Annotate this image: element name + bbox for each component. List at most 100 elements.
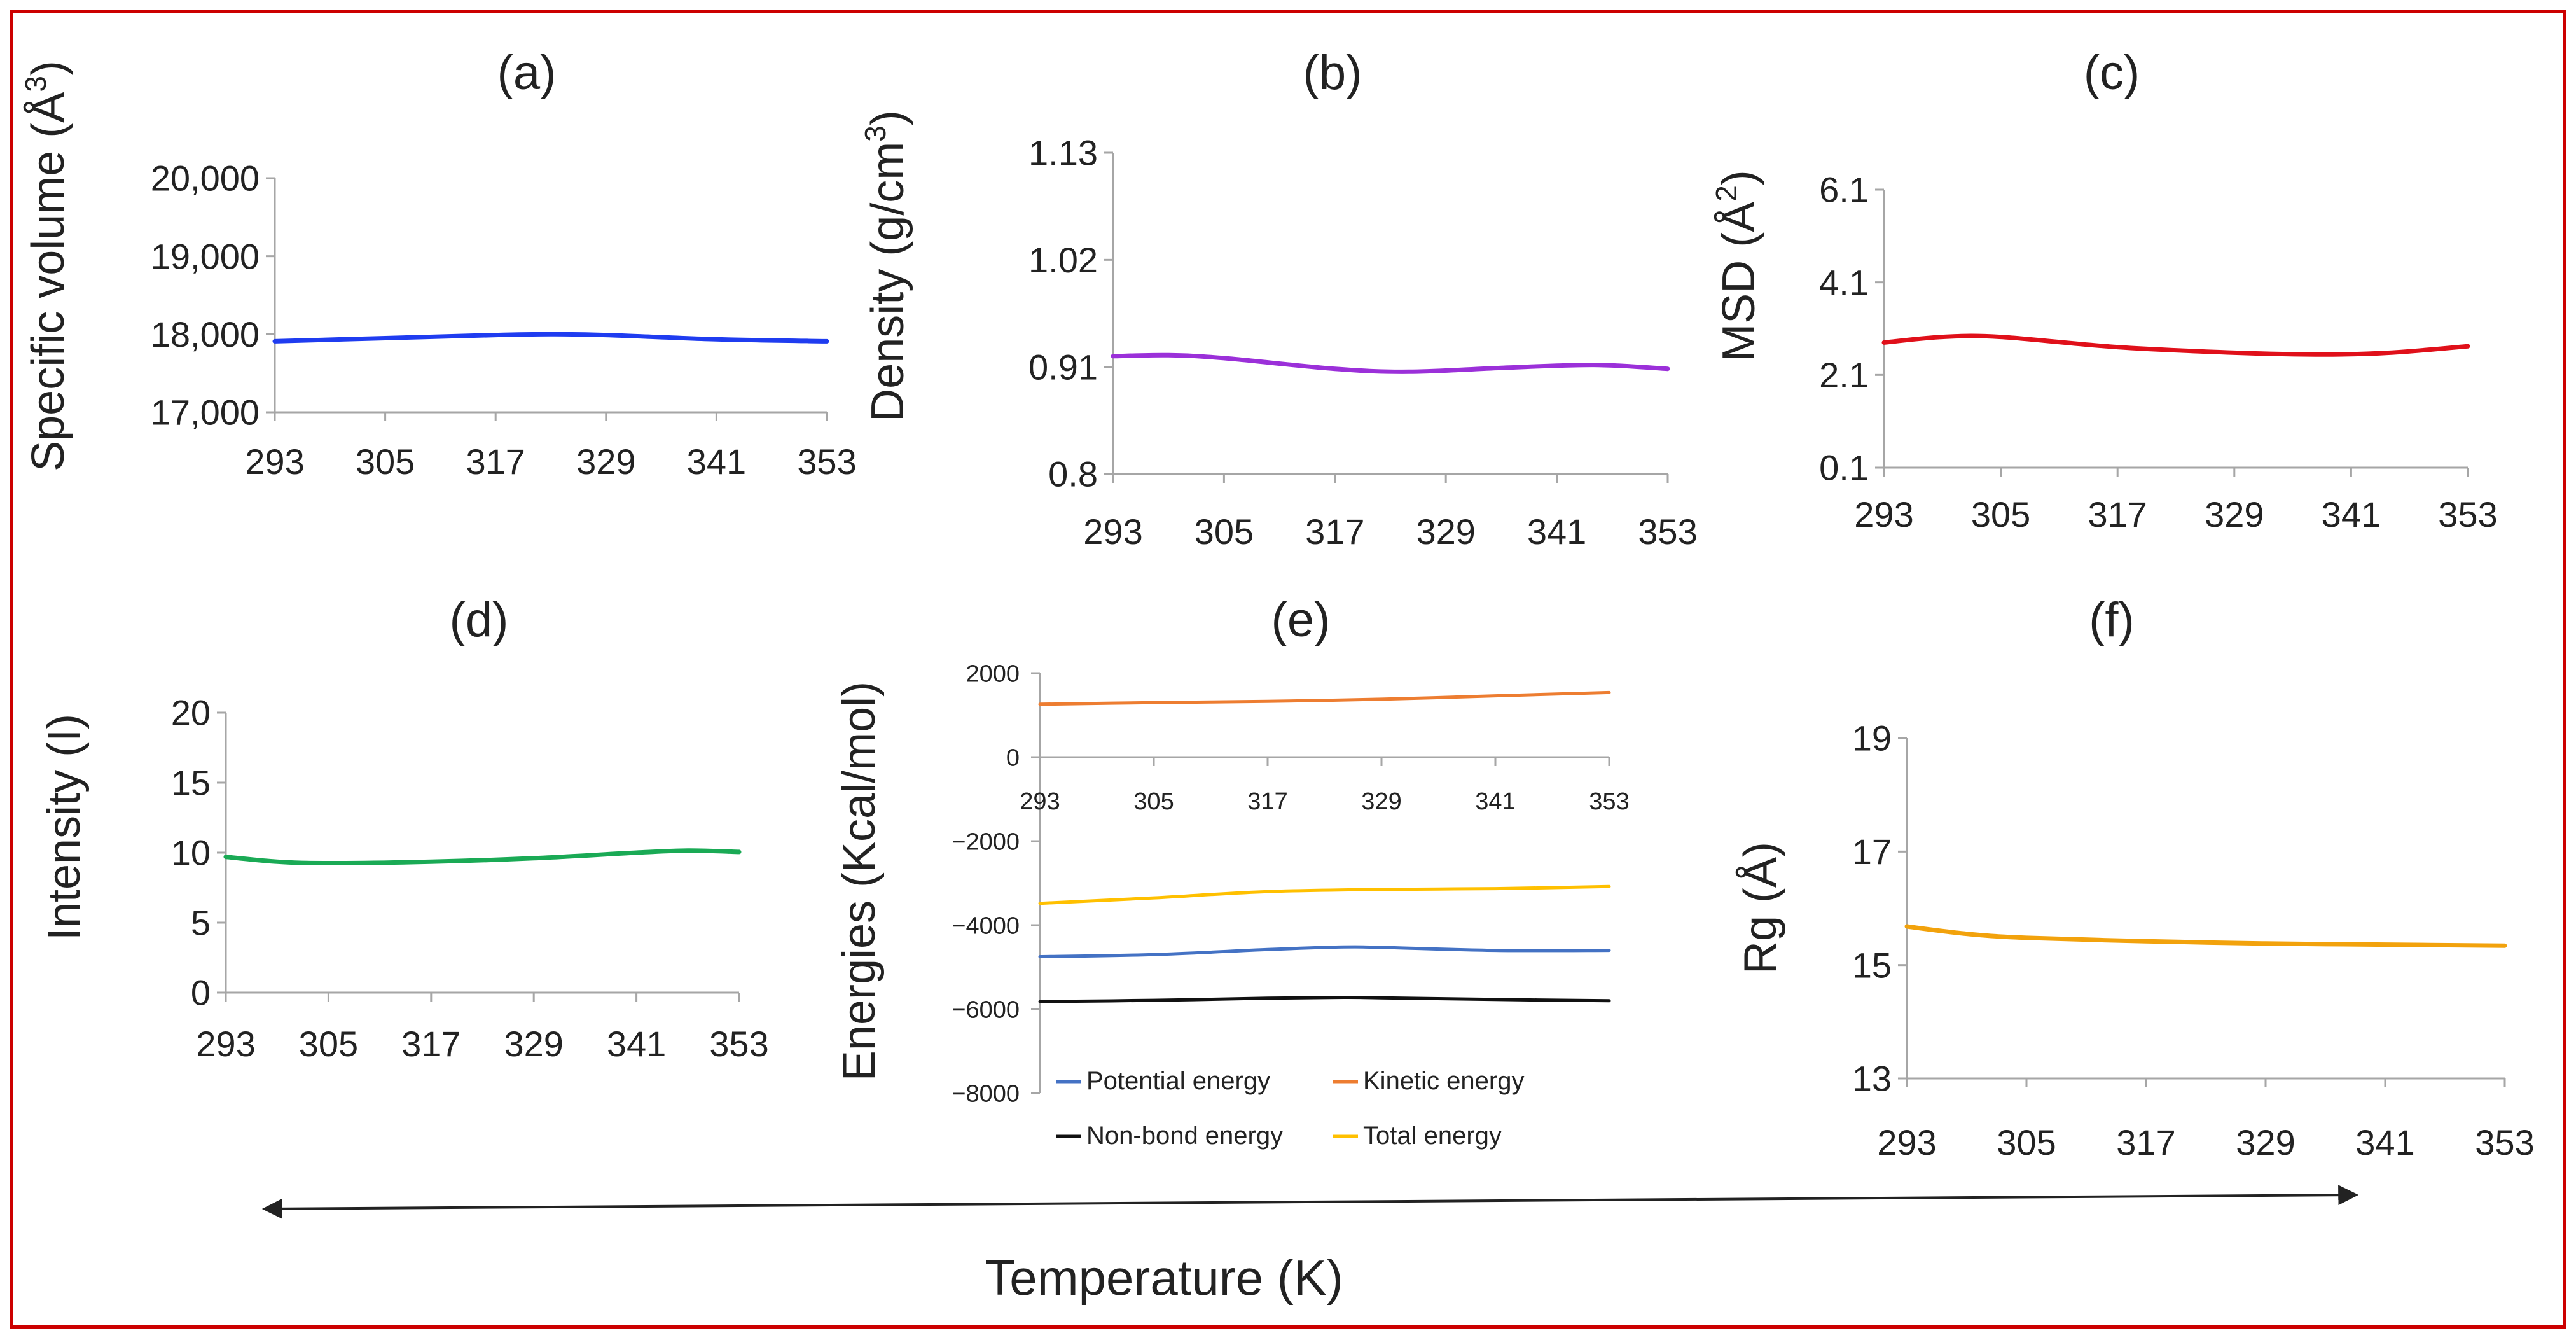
y-tick-label: 6.1	[1819, 170, 1869, 210]
series-line-non-bond-energy	[1038, 995, 1611, 1003]
x-tick-label: 305	[1195, 512, 1254, 552]
x-tick-label: 317	[2116, 1122, 2175, 1162]
x-tick-label: 305	[1997, 1122, 2056, 1162]
y-tick-label: 17,000	[151, 393, 260, 433]
y-axis-label: MSD (Å2)	[1710, 170, 1764, 362]
series-line	[1904, 924, 2507, 948]
y-tick-label: 20,000	[151, 158, 260, 199]
x-tick-label: 305	[299, 1024, 358, 1064]
chart-panel-d: (d) 0 5 10 15 20 293 305 317 329 341 353 Intensity (…	[39, 593, 769, 1064]
x-tick-label: 293	[1083, 512, 1142, 552]
series-line-total-energy	[1038, 884, 1611, 905]
figure-border	[10, 10, 2566, 1329]
y-tick-label: 0	[1006, 744, 1020, 771]
y-tick-label: 19	[1852, 718, 1892, 758]
panel-label-f: (f)	[2089, 593, 2135, 647]
y-tick-label: 5	[191, 903, 211, 943]
panel-label-e: (e)	[1271, 593, 1331, 647]
y-tick-label: 15	[171, 763, 211, 803]
y-tick-label: 2.1	[1819, 355, 1869, 395]
x-tick-label: 317	[1247, 788, 1287, 815]
x-tick-label: 329	[2205, 494, 2264, 534]
x-tick-label: 305	[1971, 494, 2030, 534]
x-tick-label: 329	[1361, 788, 1401, 815]
y-tick-label: 4.1	[1819, 262, 1869, 302]
y-tick-label: 0	[191, 973, 211, 1013]
x-tick-label: 293	[1020, 788, 1060, 815]
panel-label-a: (a)	[497, 46, 557, 100]
series-line	[272, 332, 829, 344]
y-tick-label: 13	[1852, 1059, 1892, 1099]
x-tick-label: 293	[196, 1024, 255, 1064]
x-tick-label: 341	[607, 1024, 666, 1064]
x-tick-label: 341	[2322, 494, 2381, 534]
x-tick-label: 341	[1475, 788, 1515, 815]
x-tick-label: 329	[2236, 1122, 2295, 1162]
y-axis-label: Specific volume (Å3)	[19, 60, 74, 471]
x-tick-label: 317	[401, 1024, 460, 1064]
chart-panel-f: (f) 13 15 17 19 293 305 317 329 341 353 Rg (Å)	[1735, 593, 2535, 1162]
legend: Potential energy Kinetic energy Non-bond e…	[1056, 1067, 1524, 1150]
y-tick-label: 1.13	[1028, 133, 1098, 173]
x-tick-label: 353	[797, 442, 856, 482]
y-tick-label: −6000	[952, 996, 1020, 1023]
y-axis-label: Density (g/cm3)	[859, 110, 913, 422]
series-line	[1881, 333, 2470, 357]
chart-panel-e: (e) −8000 −6000 −4000 −2000 0 2000 293 305 317 329…	[834, 593, 1630, 1150]
y-tick-label: 18,000	[151, 314, 260, 354]
x-tick-label: 317	[466, 442, 525, 482]
y-axis-label: Energies (Kcal/mol)	[834, 681, 885, 1081]
x-tick-label: 329	[504, 1024, 563, 1064]
double-headed-arrow	[261, 1185, 2359, 1219]
x-tick-label: 293	[1877, 1122, 1936, 1162]
x-tick-label: 293	[1854, 494, 1913, 534]
series-line-potential-energy	[1038, 945, 1611, 958]
panel-label-d: (d)	[450, 593, 509, 647]
x-tick-label: 353	[2475, 1122, 2534, 1162]
x-tick-label: 329	[576, 442, 635, 482]
y-tick-label: 20	[171, 693, 211, 733]
x-tick-label: 305	[356, 442, 415, 482]
legend-label: Total energy	[1363, 1122, 1502, 1150]
chart-panel-a: (a) 17,000 18,000 19,000 20,000 293 305 317 329 3…	[19, 46, 857, 482]
y-tick-label: 1.02	[1028, 240, 1098, 280]
y-tick-label: 0.91	[1028, 347, 1098, 387]
y-tick-label: −2000	[952, 828, 1020, 855]
temperature-axis-label: Temperature (K)	[985, 1250, 1343, 1306]
y-tick-label: 0.8	[1048, 454, 1098, 494]
y-axis-label: Intensity (I)	[39, 714, 90, 940]
series-line	[223, 848, 742, 865]
x-tick-label: 305	[1133, 788, 1174, 815]
x-tick-label: 293	[245, 442, 304, 482]
x-tick-label: 353	[1589, 788, 1629, 815]
x-tick-label: 317	[1305, 512, 1364, 552]
y-tick-label: −8000	[952, 1080, 1020, 1107]
chart-panel-b: (b) 0.8 0.91 1.02 1.13 293 305 317 329 341 353 Dens…	[859, 46, 1698, 552]
x-tick-label: 341	[1527, 512, 1586, 552]
panel-label-b: (b)	[1303, 46, 1362, 100]
x-tick-label: 329	[1416, 512, 1475, 552]
legend-label: Potential energy	[1086, 1067, 1270, 1095]
y-axis-label: Rg (Å)	[1735, 842, 1786, 974]
y-tick-label: 17	[1852, 832, 1892, 872]
y-tick-label: 2000	[966, 660, 1020, 687]
legend-label: Kinetic energy	[1363, 1067, 1524, 1095]
panel-label-c: (c)	[2084, 46, 2140, 100]
series-line	[1111, 352, 1670, 374]
x-tick-label: 353	[2438, 494, 2497, 534]
y-tick-label: 19,000	[151, 236, 260, 276]
y-tick-label: −4000	[952, 912, 1020, 939]
x-tick-label: 353	[709, 1024, 768, 1064]
chart-panel-c: (c) 0.1 2.1 4.1 6.1 293 305 317 329 341 353 MSD (Å2…	[1710, 46, 2498, 534]
y-tick-label: 0.1	[1819, 448, 1869, 488]
panels: (a) 17,000 18,000 19,000 20,000 293 305 317 329 3…	[19, 46, 2535, 1162]
y-tick-label: 15	[1852, 945, 1892, 985]
x-tick-label: 317	[2088, 494, 2147, 534]
legend-label: Non-bond energy	[1086, 1122, 1283, 1150]
y-tick-label: 10	[171, 833, 211, 873]
x-tick-label: 353	[1638, 512, 1697, 552]
x-tick-label: 341	[2355, 1122, 2414, 1162]
x-tick-label: 341	[687, 442, 746, 482]
series-line-kinetic-energy	[1038, 690, 1611, 706]
